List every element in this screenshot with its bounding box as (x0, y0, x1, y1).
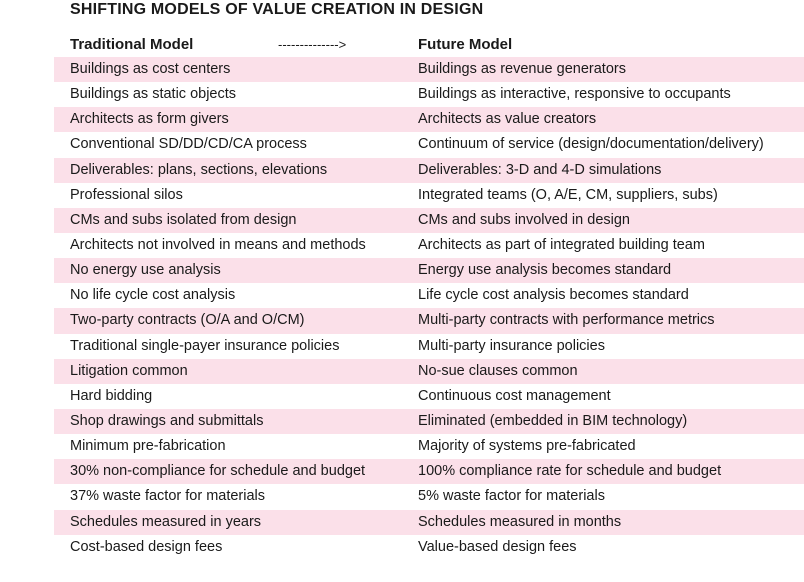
table-row: Traditional single-payer insurance polic… (54, 334, 804, 359)
table-row: Buildings as cost centers Buildings as re… (54, 57, 804, 83)
traditional-model-cell: Conventional SD/DD/CD/CA process (70, 136, 307, 153)
table-row: No life cycle cost analysis Life cycle co… (54, 283, 804, 308)
traditional-model-cell: Architects not involved in means and met… (70, 236, 366, 253)
table-row: 37% waste factor for materials 5% waste f… (54, 484, 804, 509)
future-model-cell: Deliverables: 3-D and 4-D simulations (418, 161, 662, 178)
table-row: Minimum pre-fabrication Majority of syste… (54, 434, 804, 459)
traditional-model-cell: 30% non-compliance for schedule and budg… (70, 463, 366, 480)
future-model-cell: Eliminated (embedded in BIM technology) (418, 412, 688, 429)
traditional-model-cell: CMs and subs isolated from design (70, 211, 297, 228)
traditional-model-cell: 37% waste factor for materials (70, 488, 266, 505)
traditional-model-cell: Architects as form givers (70, 111, 229, 128)
table-row: 30% non-compliance for schedule and budg… (54, 459, 804, 485)
table-row: CMs and subs isolated from design CMs and… (54, 207, 804, 233)
table-row: Two-party contracts (O/A and O/CM) Multi-… (54, 308, 804, 334)
table-row: Litigation common No-sue clauses common (54, 358, 804, 384)
table-row: Deliverables: plans, sections, elevation… (54, 157, 804, 183)
future-model-cell: Architects as value creators (418, 111, 597, 128)
header-future-model: Future Model (418, 36, 513, 53)
future-model-cell: Integrated teams (O, A/E, CM, suppliers,… (418, 186, 718, 203)
future-model-cell: 5% waste factor for materials (418, 488, 605, 505)
table-row: Architects as form givers Architects as v… (54, 107, 804, 133)
table-row: Schedules measured in years Schedules mea… (54, 509, 804, 535)
future-model-cell: Architects as part of integrated buildin… (418, 236, 705, 253)
traditional-model-cell: Shop drawings and submittals (70, 412, 264, 429)
traditional-model-cell: No life cycle cost analysis (70, 287, 236, 304)
table-row: Conventional SD/DD/CD/CA process Continuu… (54, 132, 804, 157)
page-title: SHIFTING MODELS OF VALUE CREATION IN DES… (70, 1, 484, 18)
future-model-cell: No-sue clauses common (418, 362, 578, 379)
traditional-model-cell: Cost-based design fees (70, 538, 223, 555)
traditional-model-cell: Minimum pre-fabrication (70, 438, 226, 455)
future-model-cell: Continuum of service (design/documentati… (418, 136, 764, 153)
table-row: Professional silos Integrated teams (O, A… (54, 183, 804, 208)
header-traditional-model: Traditional Model (70, 36, 194, 53)
table-header: Traditional Model --------------> Future… (56, 34, 804, 56)
traditional-model-cell: Traditional single-payer insurance polic… (70, 337, 340, 354)
comparison-table: Buildings as cost centers Buildings as re… (54, 57, 804, 560)
table-row: Cost-based design fees Value-based design… (54, 535, 804, 560)
traditional-model-cell: Litigation common (70, 362, 188, 379)
future-model-cell: 100% compliance rate for schedule and bu… (418, 463, 722, 480)
table-row: No energy use analysis Energy use analysi… (54, 258, 804, 284)
table-row: Shop drawings and submittals Eliminated (… (54, 408, 804, 435)
future-model-cell: Continuous cost management (418, 387, 611, 404)
future-model-cell: Buildings as interactive, responsive to … (418, 86, 731, 103)
traditional-model-cell: No energy use analysis (70, 262, 221, 279)
traditional-model-cell: Buildings as static objects (70, 86, 237, 103)
traditional-model-cell: Two-party contracts (O/A and O/CM) (70, 312, 305, 329)
traditional-model-cell: Professional silos (70, 186, 183, 203)
table-row: Buildings as static objects Buildings as … (54, 82, 804, 107)
future-model-cell: Majority of systems pre-fabricated (418, 438, 636, 455)
table-row: Hard bidding Continuous cost management (54, 384, 804, 409)
traditional-model-cell: Hard bidding (70, 387, 153, 404)
table-row: Architects not involved in means and met… (54, 233, 804, 258)
future-model-cell: Schedules measured in months (418, 513, 622, 530)
future-model-cell: Multi-party contracts with performance m… (418, 312, 715, 329)
future-model-cell: CMs and subs involved in design (418, 211, 630, 228)
future-model-cell: Multi-party insurance policies (418, 337, 605, 354)
future-model-cell: Life cycle cost analysis becomes standar… (418, 287, 689, 304)
traditional-model-cell: Schedules measured in years (70, 513, 262, 530)
future-model-cell: Value-based design fees (418, 538, 577, 555)
future-model-cell: Energy use analysis becomes standard (418, 262, 672, 279)
header-arrow: --------------> (278, 37, 347, 52)
traditional-model-cell: Buildings as cost centers (70, 61, 231, 77)
future-model-cell: Buildings as revenue generators (418, 61, 626, 77)
traditional-model-cell: Deliverables: plans, sections, elevation… (70, 161, 328, 178)
